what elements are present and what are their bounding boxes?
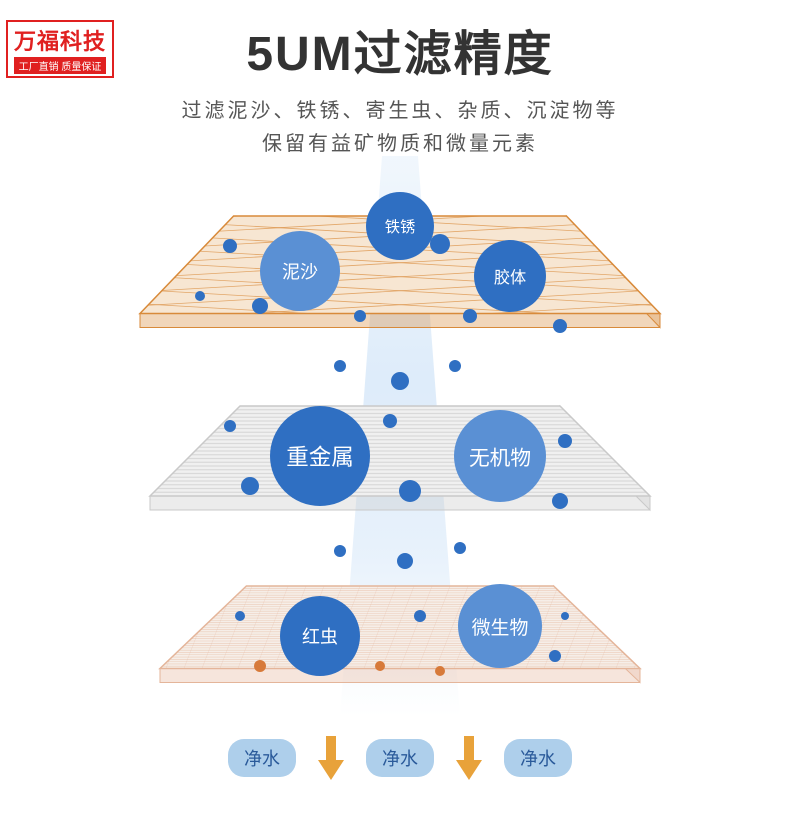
page-title: 5UM过滤精度 xyxy=(0,14,800,84)
contaminant-label: 胶体 xyxy=(474,240,546,312)
subtitle-line-2: 保留有益矿物质和微量元素 xyxy=(0,127,800,156)
contaminant-label: 红虫 xyxy=(280,596,360,676)
output-pill: 净水 xyxy=(366,739,434,777)
output-pill: 净水 xyxy=(504,739,572,777)
particle-dot xyxy=(430,234,450,254)
particle-dot xyxy=(223,239,237,253)
brand-watermark: 万福科技 工厂直销 质量保证 xyxy=(6,20,114,78)
particle-dot xyxy=(334,360,346,372)
particle-dot xyxy=(354,310,366,322)
contaminant-label: 无机物 xyxy=(454,410,546,502)
particle-dot xyxy=(241,477,259,495)
particle-dot xyxy=(414,610,426,622)
down-arrow-icon xyxy=(318,736,344,780)
particle-dot xyxy=(334,545,346,557)
particle-dot xyxy=(552,493,568,509)
subtitle-line-1: 过滤泥沙、铁锈、寄生虫、杂质、沉淀物等 xyxy=(0,94,800,123)
particle-dot xyxy=(463,309,477,323)
particle-dot xyxy=(558,434,572,448)
contaminant-label: 重金属 xyxy=(270,406,370,506)
particle-dot xyxy=(399,480,421,502)
watermark-sub: 工厂直销 质量保证 xyxy=(14,57,106,74)
particle-dot xyxy=(254,660,266,672)
particle-dot xyxy=(435,666,445,676)
down-arrow-icon xyxy=(456,736,482,780)
contaminant-label: 微生物 xyxy=(458,584,542,668)
filtration-diagram: 铁锈泥沙 胶体重金属无机物红虫 微生物净水 净水 净水 xyxy=(0,156,800,796)
filter-layer-2 xyxy=(0,576,800,683)
particle-dot xyxy=(449,360,461,372)
particle-dot xyxy=(252,298,268,314)
particle-dot xyxy=(553,319,567,333)
contaminant-label: 泥沙 xyxy=(260,231,340,311)
watermark-main: 万福科技 xyxy=(14,24,106,56)
particle-dot xyxy=(397,553,413,569)
particle-dot xyxy=(549,650,561,662)
particle-dot xyxy=(224,420,236,432)
particle-dot xyxy=(383,414,397,428)
output-row: 净水 净水 净水 xyxy=(0,736,800,780)
particle-dot xyxy=(391,372,409,390)
particle-dot xyxy=(454,542,466,554)
output-pill: 净水 xyxy=(228,739,296,777)
particle-dot xyxy=(375,661,385,671)
particle-dot xyxy=(235,611,245,621)
contaminant-label: 铁锈 xyxy=(366,192,434,260)
particle-dot xyxy=(561,612,569,620)
particle-dot xyxy=(195,291,205,301)
